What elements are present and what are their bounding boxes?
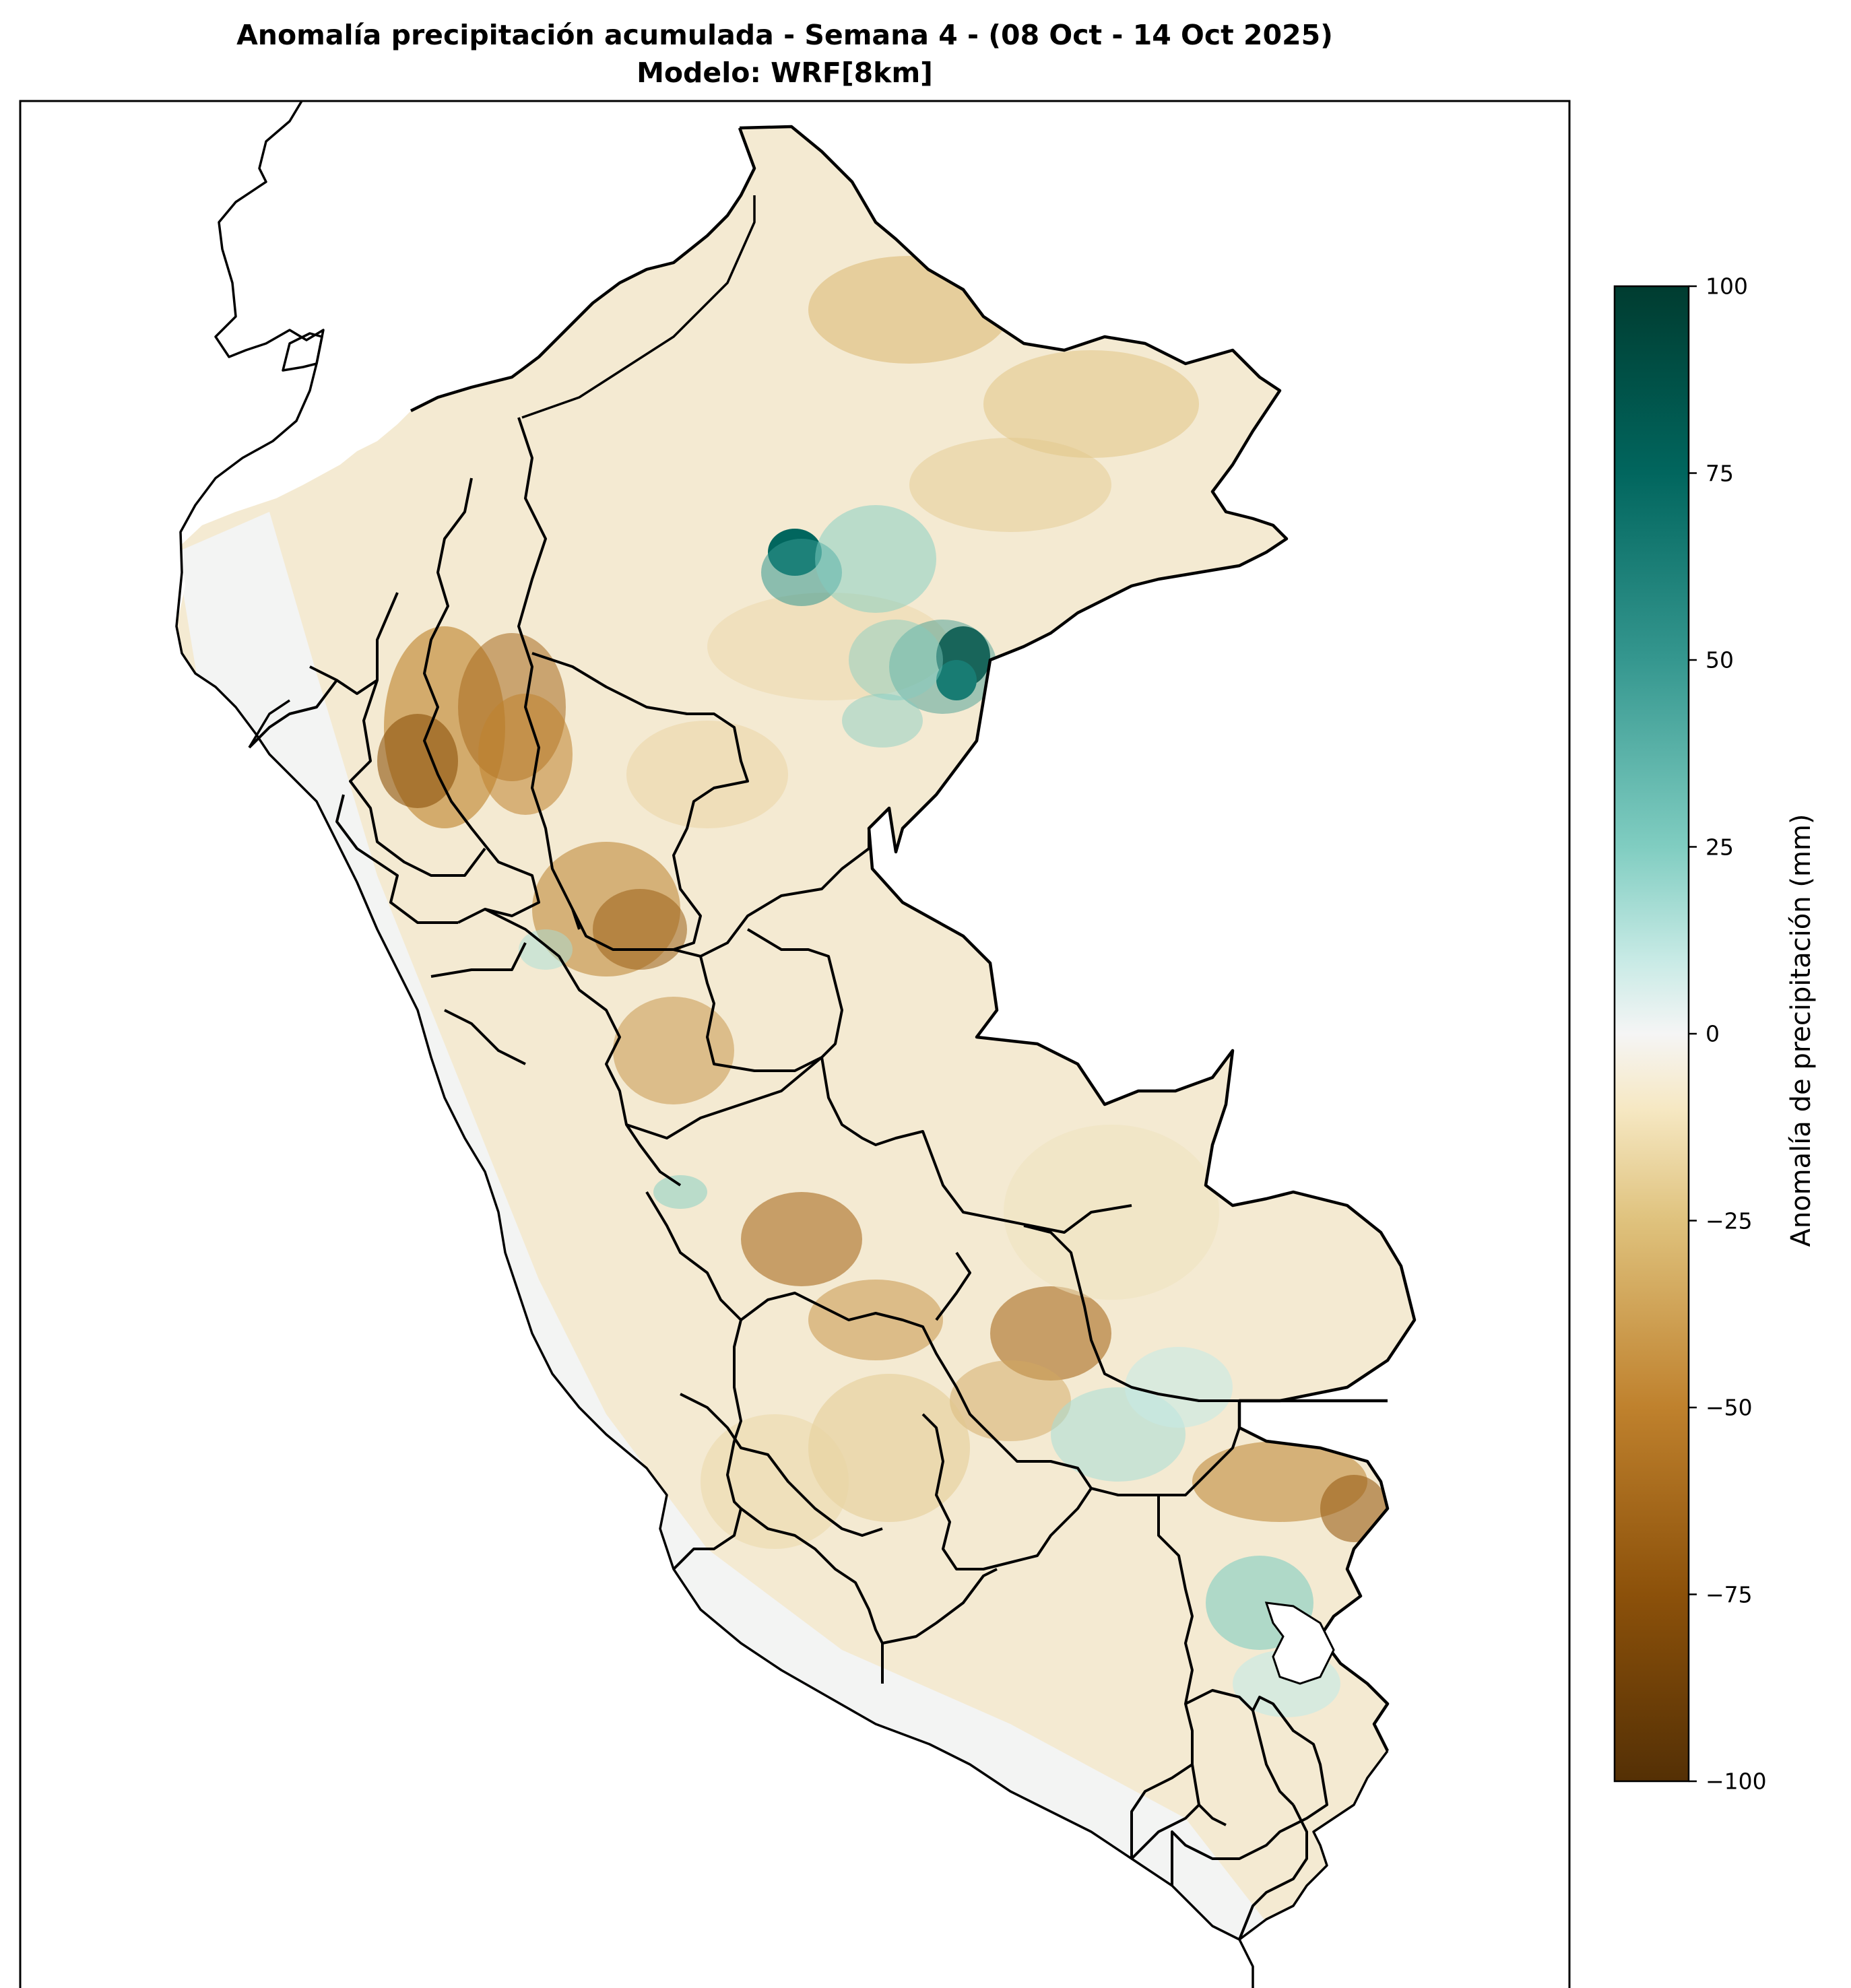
map-axes-frame [19,100,1571,1988]
colorbar-tick-label: 50 [1706,647,1734,673]
map-title-line2: Modelo: WRF[8km] [637,57,933,89]
peru-national-border [410,125,1417,1752]
colorbar-tick-label: 100 [1706,273,1748,300]
colorbar-tick-label: 25 [1706,834,1734,860]
colorbar-tick-label: −75 [1706,1581,1753,1608]
colorbar-tick-label: −100 [1706,1768,1767,1795]
lake-titicaca [1264,1601,1335,1685]
colorbar-ticks [1689,285,1697,1783]
colorbar-tick-label: −25 [1706,1207,1753,1234]
coastline-borders [175,100,1389,1988]
colorbar-tick-label: 75 [1706,460,1734,486]
department-boundaries [248,417,1328,1940]
colorbar-label: Anomalía de precipitación (mm) [1786,814,1817,1247]
colorbar-tick-label: 0 [1706,1020,1720,1047]
map-title-line1: Anomalía precipitación acumulada - Seman… [236,19,1333,51]
colorbar-tick-label: −50 [1706,1394,1753,1421]
colorbar [1613,285,1690,1783]
